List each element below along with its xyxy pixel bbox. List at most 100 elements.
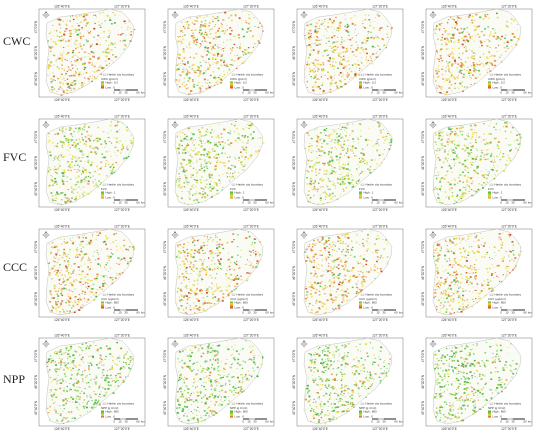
raster-pixel [478, 136, 481, 138]
raster-pixel [84, 291, 86, 293]
raster-pixel [86, 182, 88, 184]
raster-pixel [236, 54, 239, 56]
raster-pixel [366, 52, 368, 55]
raster-pixel [452, 18, 454, 20]
raster-pixel [221, 79, 223, 82]
raster-pixel [256, 264, 258, 266]
raster-pixel [195, 93, 197, 94]
raster-pixel [215, 184, 218, 186]
raster-pixel [100, 73, 102, 75]
raster-pixel [176, 244, 179, 247]
raster-pixel [73, 280, 75, 283]
raster-pixel [344, 164, 347, 166]
raster-pixel [468, 154, 471, 156]
raster-pixel [247, 22, 250, 25]
raster-pixel [253, 238, 256, 240]
raster-pixel [124, 39, 126, 42]
raster-pixel [330, 172, 333, 175]
raster-pixel [50, 61, 52, 63]
raster-pixel [55, 304, 58, 306]
raster-pixel [99, 167, 102, 170]
raster-pixel [193, 199, 195, 202]
raster-pixel [473, 25, 476, 27]
raster-pixel [63, 70, 65, 72]
raster-pixel [193, 83, 196, 86]
raster-pixel [181, 152, 184, 154]
raster-pixel [206, 154, 209, 156]
raster-pixel [231, 47, 234, 49]
raster-pixel [92, 181, 94, 183]
raster-pixel [322, 185, 324, 187]
raster-pixel [367, 31, 370, 33]
raster-pixel [78, 130, 80, 132]
raster-pixel [182, 71, 185, 73]
raster-pixel [220, 59, 223, 62]
raster-pixel [61, 274, 63, 276]
raster-pixel [205, 34, 208, 37]
raster-pixel [367, 32, 369, 34]
raster-pixel [179, 250, 181, 252]
raster-pixel [319, 43, 322, 46]
raster-pixel [113, 166, 115, 168]
raster-pixel [199, 90, 202, 92]
raster-pixel [463, 192, 466, 194]
raster-pixel [343, 189, 345, 191]
raster-pixel [340, 86, 343, 88]
raster-pixel [461, 31, 464, 34]
raster-pixel [437, 38, 439, 40]
raster-pixel [82, 256, 84, 258]
raster-pixel [190, 137, 193, 140]
raster-pixel [215, 38, 217, 40]
raster-pixel [475, 15, 476, 16]
raster-pixel [197, 67, 200, 69]
raster-pixel [482, 63, 485, 65]
raster-pixel [474, 158, 476, 160]
raster-pixel [180, 163, 181, 165]
raster-pixel [227, 65, 229, 68]
raster-pixel [53, 256, 55, 258]
scale-tick-label: 15 [376, 200, 380, 204]
raster-pixel [219, 286, 221, 288]
raster-pixel [514, 43, 516, 45]
raster-pixel [439, 199, 441, 201]
tick-label-top: 126°40'0"E [54, 5, 70, 9]
raster-pixel [492, 28, 494, 30]
region-outline [303, 118, 393, 206]
raster-pixel [69, 167, 71, 169]
raster-pixel [114, 56, 117, 58]
raster-pixel [387, 36, 389, 38]
raster-pixel [210, 190, 213, 192]
raster-pixel [482, 156, 485, 158]
raster-pixel [211, 48, 213, 50]
raster-pixel [187, 255, 189, 257]
raster-pixel [327, 270, 329, 272]
scale-tick-label: 60 [265, 310, 269, 314]
raster-pixel [51, 38, 52, 39]
raster-pixel [65, 288, 67, 289]
raster-pixel [312, 90, 315, 92]
raster-pixel [204, 268, 206, 270]
raster-pixel [308, 29, 310, 31]
raster-pixel [204, 135, 206, 137]
raster-pixel [356, 276, 359, 278]
raster-pixel [518, 142, 521, 145]
raster-pixel [114, 124, 117, 127]
raster-pixel [464, 35, 467, 38]
raster-pixel [80, 188, 82, 190]
tick-label-bottom: 127°20'0"E [372, 98, 388, 102]
raster-pixel [72, 155, 74, 157]
raster-pixel [184, 312, 187, 314]
raster-pixel [178, 57, 181, 60]
north-arrow-icon [171, 11, 179, 19]
raster-pixel [183, 149, 186, 151]
raster-pixel [444, 93, 447, 96]
raster-pixel [81, 137, 83, 139]
raster-pixel [103, 240, 106, 243]
raster-pixel [329, 195, 331, 197]
raster-pixel [381, 162, 383, 164]
raster-pixel [80, 173, 83, 175]
raster-pixel [490, 62, 493, 65]
raster-pixel [198, 144, 200, 146]
raster-pixel [213, 76, 216, 79]
